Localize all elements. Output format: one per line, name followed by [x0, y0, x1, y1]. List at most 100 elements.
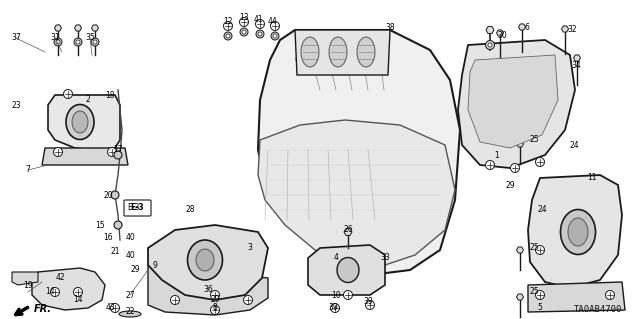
Circle shape [486, 41, 495, 49]
Polygon shape [12, 272, 38, 285]
Text: 34: 34 [571, 61, 581, 70]
Polygon shape [458, 40, 575, 168]
Ellipse shape [72, 111, 88, 133]
Circle shape [365, 300, 374, 309]
Text: 3: 3 [248, 243, 252, 253]
Ellipse shape [357, 37, 375, 67]
Polygon shape [32, 268, 105, 310]
Text: FR.: FR. [34, 304, 52, 314]
Circle shape [273, 34, 277, 38]
Text: 25: 25 [529, 136, 539, 145]
Polygon shape [308, 245, 385, 295]
FancyBboxPatch shape [124, 200, 151, 216]
Circle shape [536, 158, 545, 167]
Polygon shape [148, 225, 268, 300]
Circle shape [74, 38, 82, 46]
Text: TA0AB4700: TA0AB4700 [573, 305, 622, 314]
Circle shape [224, 32, 232, 40]
Text: 26: 26 [343, 226, 353, 234]
Text: 40: 40 [125, 234, 135, 242]
Polygon shape [497, 30, 504, 36]
Text: 14: 14 [73, 295, 83, 305]
Text: 9: 9 [152, 261, 157, 270]
Text: 42: 42 [55, 273, 65, 283]
Text: 20: 20 [103, 190, 113, 199]
Ellipse shape [188, 240, 223, 280]
Text: 23: 23 [11, 100, 21, 109]
Circle shape [223, 21, 232, 31]
Circle shape [256, 30, 264, 38]
Text: 40: 40 [125, 250, 135, 259]
Text: 18: 18 [105, 91, 115, 100]
Circle shape [240, 28, 248, 36]
Polygon shape [92, 25, 99, 31]
Ellipse shape [66, 105, 94, 139]
Polygon shape [258, 30, 460, 275]
Circle shape [511, 164, 520, 173]
Text: 19: 19 [23, 280, 33, 290]
Text: 16: 16 [103, 233, 113, 241]
Text: 7: 7 [26, 166, 31, 174]
Polygon shape [468, 55, 558, 148]
Text: 32: 32 [567, 26, 577, 34]
Text: 43: 43 [105, 303, 115, 313]
Circle shape [114, 221, 122, 229]
Text: 11: 11 [588, 174, 596, 182]
Circle shape [170, 295, 179, 305]
Polygon shape [295, 30, 390, 75]
Text: 35: 35 [85, 33, 95, 42]
Ellipse shape [329, 37, 347, 67]
Text: 24: 24 [569, 140, 579, 150]
Text: 29: 29 [505, 181, 515, 189]
Circle shape [111, 191, 119, 199]
Circle shape [91, 38, 99, 46]
Polygon shape [258, 120, 455, 265]
Circle shape [54, 38, 62, 46]
Circle shape [63, 90, 72, 99]
Text: 1: 1 [495, 151, 499, 160]
Text: 15: 15 [95, 220, 105, 229]
Circle shape [258, 32, 262, 36]
Text: E-3: E-3 [130, 204, 144, 212]
Text: 37: 37 [11, 33, 21, 42]
Polygon shape [74, 25, 81, 31]
Polygon shape [486, 26, 494, 33]
Text: 25: 25 [529, 243, 539, 253]
Text: 25: 25 [529, 287, 539, 296]
Circle shape [239, 18, 248, 26]
Circle shape [536, 291, 545, 300]
Circle shape [605, 291, 614, 300]
Circle shape [56, 40, 60, 44]
Text: E-3: E-3 [127, 204, 139, 212]
Circle shape [211, 306, 220, 315]
Text: 24: 24 [537, 205, 547, 214]
Text: 41: 41 [253, 16, 263, 25]
Circle shape [243, 295, 253, 305]
Text: 12: 12 [223, 18, 233, 26]
Text: 6: 6 [525, 24, 529, 33]
Text: 39: 39 [328, 303, 338, 313]
Polygon shape [518, 24, 525, 30]
Text: 22: 22 [125, 308, 135, 316]
Text: 33: 33 [380, 254, 390, 263]
Text: 28: 28 [185, 205, 195, 214]
Ellipse shape [568, 218, 588, 246]
Text: 39: 39 [363, 298, 373, 307]
Polygon shape [344, 228, 352, 235]
Polygon shape [516, 294, 524, 300]
Polygon shape [48, 95, 120, 150]
Text: 21: 21 [110, 248, 120, 256]
Circle shape [226, 34, 230, 38]
Polygon shape [528, 282, 625, 312]
Polygon shape [54, 25, 61, 31]
Circle shape [536, 246, 545, 255]
Ellipse shape [337, 257, 359, 283]
Text: 17: 17 [113, 145, 123, 154]
Text: 2: 2 [86, 95, 90, 105]
Circle shape [330, 303, 339, 313]
Text: 44: 44 [267, 18, 277, 26]
Text: 36: 36 [203, 286, 213, 294]
Text: 27: 27 [125, 291, 135, 300]
Text: 13: 13 [239, 13, 249, 23]
Circle shape [51, 287, 60, 296]
